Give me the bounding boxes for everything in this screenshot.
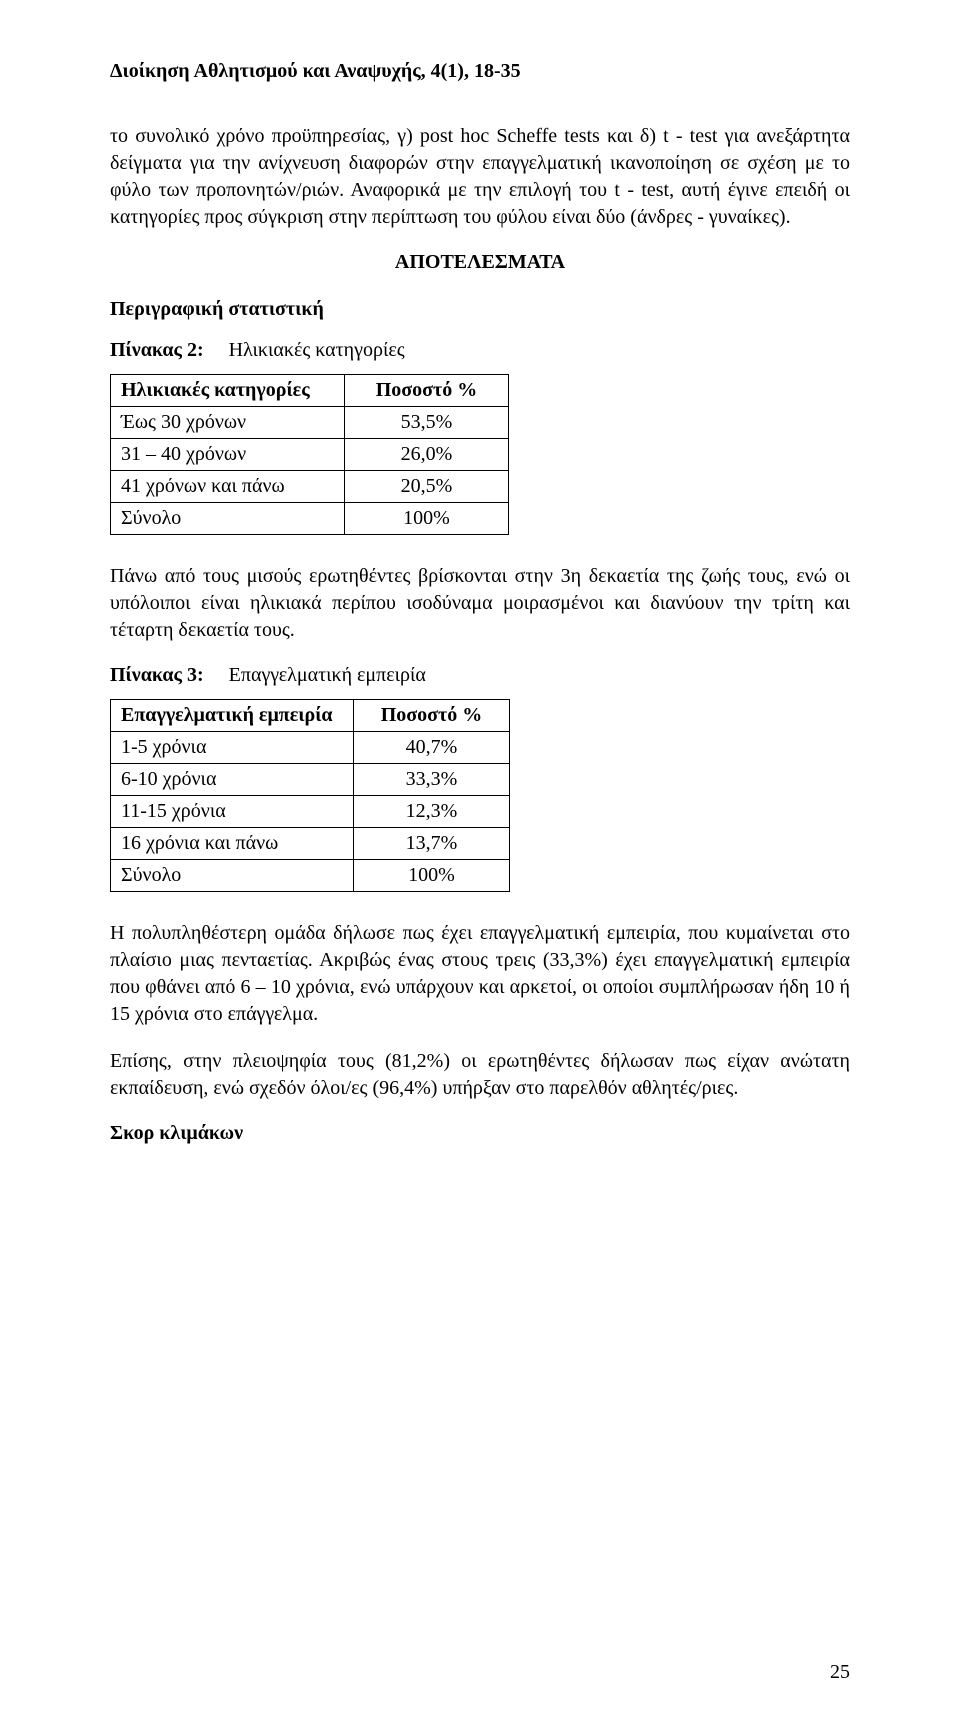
- paragraph-after-table3-1: Η πολυπληθέστερη ομάδα δήλωσε πως έχει ε…: [110, 920, 850, 1028]
- table2-caption-text: Ηλικιακές κατηγορίες: [229, 339, 405, 361]
- table-experience: Επαγγελματική εμπειρία Ποσοστό % 1-5 χρό…: [110, 699, 510, 892]
- table3-r2c2: 33,3%: [354, 764, 510, 796]
- table3-caption: Πίνακας 3: Επαγγελματική εμπειρία: [110, 664, 850, 687]
- table3-col1-header: Επαγγελματική εμπειρία: [111, 700, 354, 732]
- paragraph-intro: το συνολικό χρόνο προϋπηρεσίας, γ) post …: [110, 123, 850, 231]
- table3-r3c1: 11-15 χρόνια: [111, 796, 354, 828]
- table2-col1-header: Ηλικιακές κατηγορίες: [111, 375, 345, 407]
- table3-caption-lead: Πίνακας 3:: [110, 664, 204, 686]
- table-row: 16 χρόνια και πάνω 13,7%: [111, 828, 510, 860]
- running-header: Διοίκηση Αθλητισμού και Αναψυχής, 4(1), …: [110, 60, 850, 83]
- table3-r4c1: 16 χρόνια και πάνω: [111, 828, 354, 860]
- table-row: Επαγγελματική εμπειρία Ποσοστό %: [111, 700, 510, 732]
- table3-r5c2: 100%: [354, 860, 510, 892]
- table-row: Σύνολο 100%: [111, 860, 510, 892]
- paragraph-after-table3-2: Επίσης, στην πλειοψηφία τους (81,2%) οι …: [110, 1048, 850, 1102]
- page: Διοίκηση Αθλητισμού και Αναψυχής, 4(1), …: [0, 0, 960, 1710]
- table-age-categories: Ηλικιακές κατηγορίες Ποσοστό % Έως 30 χρ…: [110, 374, 509, 535]
- table-row: Ηλικιακές κατηγορίες Ποσοστό %: [111, 375, 509, 407]
- table3-caption-text: Επαγγελματική εμπειρία: [229, 664, 426, 686]
- table3-r4c2: 13,7%: [354, 828, 510, 860]
- table3-r1c2: 40,7%: [354, 732, 510, 764]
- paragraph-after-table2: Πάνω από τους μισούς ερωτηθέντες βρίσκον…: [110, 563, 850, 644]
- table2-caption: Πίνακας 2: Ηλικιακές κατηγορίες: [110, 339, 850, 362]
- table2-r3c2: 20,5%: [345, 471, 509, 503]
- table-row: 11-15 χρόνια 12,3%: [111, 796, 510, 828]
- table-row: 1-5 χρόνια 40,7%: [111, 732, 510, 764]
- descriptive-stats-heading: Περιγραφική στατιστική: [110, 298, 850, 321]
- table2-r1c1: Έως 30 χρόνων: [111, 407, 345, 439]
- score-scales-heading: Σκορ κλιμάκων: [110, 1122, 850, 1145]
- table-row: 41 χρόνων και πάνω 20,5%: [111, 471, 509, 503]
- table3-r2c1: 6-10 χρόνια: [111, 764, 354, 796]
- table3-r3c2: 12,3%: [354, 796, 510, 828]
- table2-r4c1: Σύνολο: [111, 503, 345, 535]
- table2-r4c2: 100%: [345, 503, 509, 535]
- table-row: Σύνολο 100%: [111, 503, 509, 535]
- page-number: 25: [830, 1661, 850, 1684]
- table2-r2c2: 26,0%: [345, 439, 509, 471]
- table2-r3c1: 41 χρόνων και πάνω: [111, 471, 345, 503]
- table2-r2c1: 31 – 40 χρόνων: [111, 439, 345, 471]
- table-row: 31 – 40 χρόνων 26,0%: [111, 439, 509, 471]
- table2-col2-header: Ποσοστό %: [345, 375, 509, 407]
- results-heading: ΑΠΟΤΕΛΕΣΜΑΤΑ: [110, 251, 850, 274]
- table2-r1c2: 53,5%: [345, 407, 509, 439]
- table-row: Έως 30 χρόνων 53,5%: [111, 407, 509, 439]
- table2-caption-lead: Πίνακας 2:: [110, 339, 204, 361]
- table-row: 6-10 χρόνια 33,3%: [111, 764, 510, 796]
- table3-r1c1: 1-5 χρόνια: [111, 732, 354, 764]
- table3-col2-header: Ποσοστό %: [354, 700, 510, 732]
- table3-r5c1: Σύνολο: [111, 860, 354, 892]
